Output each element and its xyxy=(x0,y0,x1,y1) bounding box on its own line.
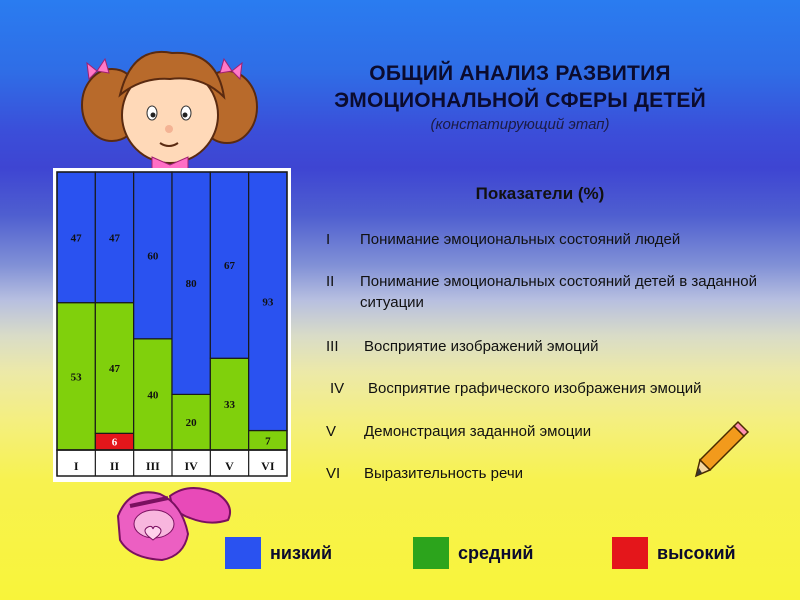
indicator-text: Понимание эмоциональных состояний детей … xyxy=(360,273,757,311)
indicator-item: IV Восприятие графического изображения эм… xyxy=(330,378,702,399)
indicator-num: V xyxy=(326,423,337,440)
x-tick-label: V xyxy=(225,459,234,473)
bar-value-label: 47 xyxy=(71,232,83,244)
bar-value-label: 47 xyxy=(109,363,121,375)
indicator-num: IV xyxy=(330,380,345,397)
bar-value-label: 60 xyxy=(147,250,159,262)
bar-value-label: 6 xyxy=(112,437,118,449)
page-title-line1: ОБЩИЙ АНАЛИЗ РАЗВИТИЯ xyxy=(369,62,671,85)
bar-segment xyxy=(209,171,250,359)
indicator-text: Восприятие изображений эмоций xyxy=(364,338,599,355)
bar-segment xyxy=(248,171,288,432)
indicators-title: Показатели (%) xyxy=(475,184,605,203)
bar-segment xyxy=(133,171,173,340)
indicator-num: II xyxy=(326,273,335,290)
girl-illustration xyxy=(81,50,258,170)
indicator-num: III xyxy=(326,338,339,355)
x-tick-label: I xyxy=(74,459,79,473)
x-tick-label: II xyxy=(110,459,120,473)
x-tick-label: IV xyxy=(184,459,198,473)
indicator-num: I xyxy=(326,231,331,248)
legend-swatch-low xyxy=(225,537,261,569)
bar-value-label: 53 xyxy=(71,371,83,383)
legend-label-high: высокий xyxy=(657,543,736,563)
legend-swatch-high xyxy=(612,537,648,569)
indicator-num: VI xyxy=(326,465,341,482)
bar-value-label: 80 xyxy=(186,278,198,290)
bar-segment xyxy=(94,302,135,434)
page-title-line2: ЭМОЦИОНАЛЬНОЙ СФЕРЫ ДЕТЕЙ xyxy=(334,89,706,112)
bar-value-label: 93 xyxy=(262,296,274,308)
plot-frame xyxy=(56,171,288,451)
bar-value-label: 33 xyxy=(224,399,236,411)
bar-value-label: 67 xyxy=(224,260,236,272)
bar-value-label: 7 xyxy=(265,435,271,447)
x-tick-label: VI xyxy=(261,459,275,473)
legend-swatch-medium xyxy=(413,537,449,569)
page-subtitle: (констатирующий этап) xyxy=(430,116,610,133)
shoes-illustration xyxy=(116,487,231,562)
pencil-icon xyxy=(694,420,750,478)
indicator-item: II Понимание эмоциональных состояний дете… xyxy=(326,271,760,313)
indicator-item: I Понимание эмоциональных состояний людей xyxy=(326,229,680,250)
legend-label-medium: средний xyxy=(458,543,534,563)
indicator-text: Понимание эмоциональных состояний людей xyxy=(360,231,681,248)
bar-value-label: 40 xyxy=(147,389,159,401)
indicator-item: III Восприятие изображений эмоций xyxy=(326,336,599,357)
bar-value-label: 20 xyxy=(186,417,198,429)
indicator-text: Восприятие графического изображения эмоц… xyxy=(368,380,702,397)
bar-segment xyxy=(171,171,211,395)
legend-label-low: низкий xyxy=(270,543,333,563)
indicator-text: Демонстрация заданной эмоции xyxy=(364,423,592,440)
x-tick-label: III xyxy=(146,459,160,473)
stacked-bar-chart: 53 47 I 6 47 47 II 40 60 III 20 80 IV 33 67 V 7 93 VI xyxy=(53,168,291,482)
bar-value-label: 47 xyxy=(109,232,121,244)
indicator-item: VI Выразительность речи xyxy=(326,463,523,484)
indicator-text: Выразительность речи xyxy=(364,465,524,482)
indicator-item: V Демонстрация заданной эмоции xyxy=(326,421,591,442)
